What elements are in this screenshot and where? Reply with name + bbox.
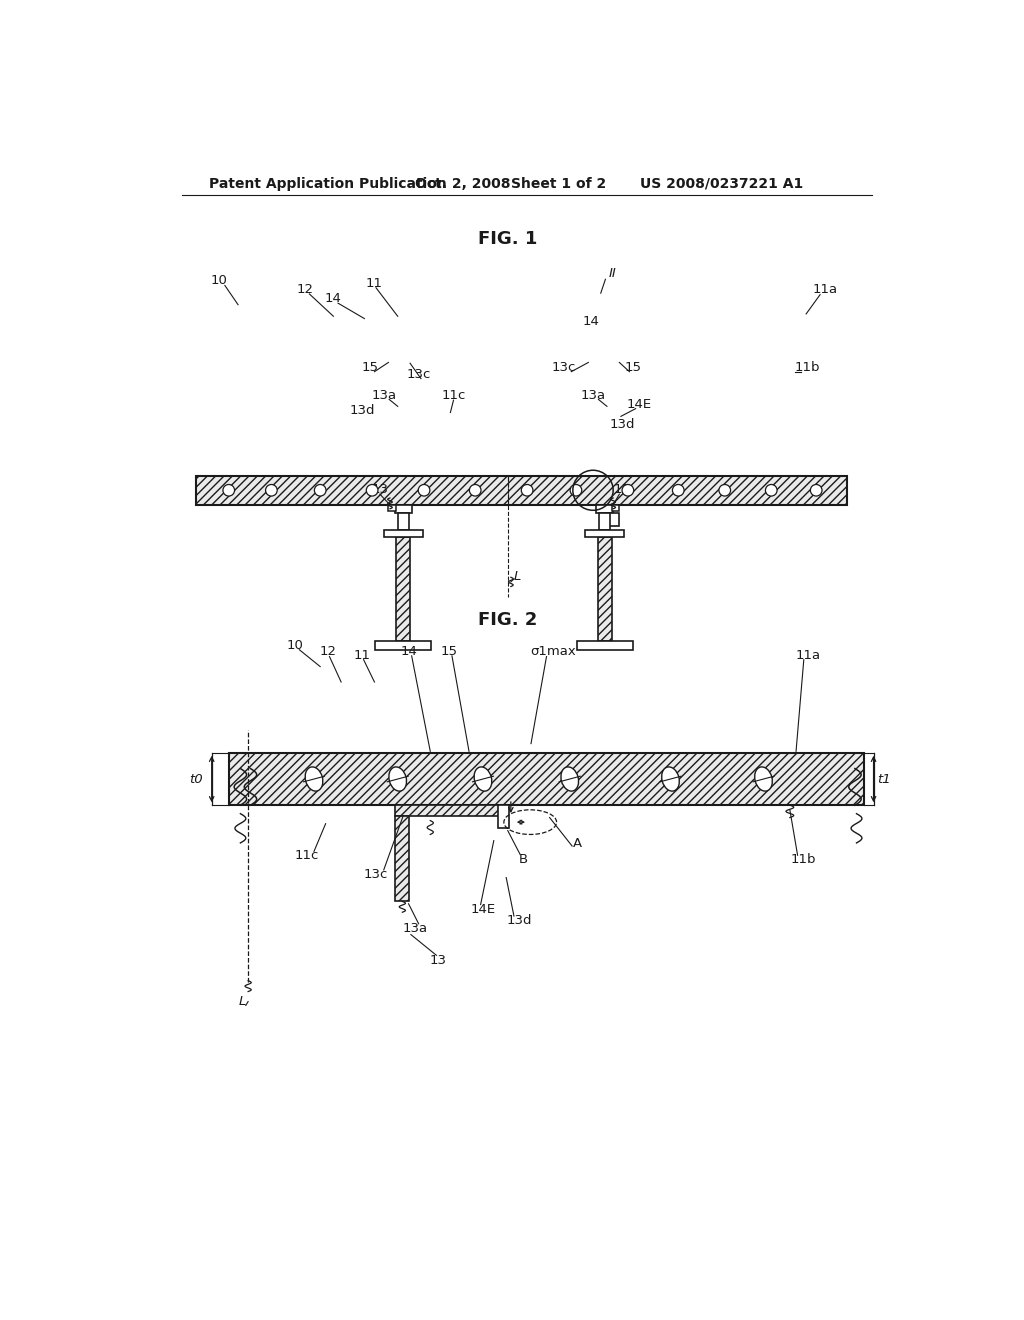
- Text: 12: 12: [296, 282, 313, 296]
- Text: 14: 14: [400, 644, 417, 657]
- Text: FIG. 2: FIG. 2: [478, 611, 538, 630]
- Text: 10: 10: [286, 639, 303, 652]
- Text: B: B: [519, 853, 527, 866]
- Text: 11: 11: [353, 648, 371, 661]
- Text: 12: 12: [319, 644, 337, 657]
- Bar: [598, 537, 611, 642]
- Bar: [577, 642, 633, 651]
- Circle shape: [570, 484, 582, 496]
- Bar: [599, 512, 610, 529]
- Bar: [586, 529, 624, 537]
- Bar: [394, 506, 412, 512]
- Circle shape: [719, 484, 730, 496]
- Text: 15: 15: [625, 362, 642, 375]
- Bar: [395, 805, 508, 816]
- Text: US 2008/0237221 A1: US 2008/0237221 A1: [640, 177, 803, 191]
- Text: 13a: 13a: [402, 921, 427, 935]
- Ellipse shape: [389, 767, 407, 791]
- Circle shape: [622, 484, 634, 496]
- Text: 13d: 13d: [507, 915, 532, 927]
- Text: 14: 14: [583, 315, 600, 329]
- Text: 10: 10: [211, 273, 228, 286]
- Ellipse shape: [662, 767, 679, 791]
- Bar: [611, 506, 620, 511]
- Ellipse shape: [305, 767, 323, 791]
- Text: 13d: 13d: [609, 417, 635, 430]
- Bar: [388, 506, 396, 511]
- Text: 11c: 11c: [294, 849, 318, 862]
- Circle shape: [765, 484, 777, 496]
- Text: A: A: [573, 837, 582, 850]
- Text: II: II: [608, 268, 616, 280]
- Bar: [395, 816, 410, 900]
- Bar: [197, 475, 847, 506]
- Text: FIG. 1: FIG. 1: [478, 230, 538, 248]
- Text: 13: 13: [614, 483, 631, 496]
- Bar: [606, 512, 618, 527]
- Text: 11a: 11a: [813, 282, 838, 296]
- Circle shape: [265, 484, 278, 496]
- Text: Oct. 2, 2008: Oct. 2, 2008: [415, 177, 510, 191]
- Bar: [396, 537, 410, 642]
- Text: 11: 11: [366, 277, 383, 289]
- Text: 13a: 13a: [581, 389, 605, 403]
- Text: t1: t1: [877, 772, 891, 785]
- Text: 15: 15: [440, 644, 458, 657]
- Text: t0: t0: [189, 772, 203, 785]
- Circle shape: [521, 484, 532, 496]
- Circle shape: [367, 484, 378, 496]
- Bar: [228, 752, 864, 805]
- Text: 11b: 11b: [795, 362, 819, 375]
- Text: 13a: 13a: [371, 389, 396, 403]
- Ellipse shape: [561, 767, 579, 791]
- Bar: [397, 512, 409, 529]
- Text: 13: 13: [372, 483, 388, 496]
- Circle shape: [810, 484, 822, 496]
- Circle shape: [418, 484, 430, 496]
- Text: Sheet 1 of 2: Sheet 1 of 2: [511, 177, 606, 191]
- Text: 13c: 13c: [407, 367, 431, 380]
- Text: Patent Application Publication: Patent Application Publication: [209, 177, 447, 191]
- Text: 11b: 11b: [792, 853, 816, 866]
- Circle shape: [314, 484, 326, 496]
- Text: 15: 15: [361, 362, 378, 375]
- Text: L: L: [239, 995, 247, 1008]
- Circle shape: [223, 484, 234, 496]
- Text: 14E: 14E: [470, 903, 496, 916]
- Text: 13: 13: [429, 954, 446, 968]
- Text: 14: 14: [325, 292, 342, 305]
- Bar: [384, 529, 423, 537]
- Circle shape: [469, 484, 481, 496]
- Text: 11a: 11a: [796, 648, 821, 661]
- Bar: [596, 506, 613, 512]
- Ellipse shape: [474, 767, 492, 791]
- Text: 14E: 14E: [627, 399, 652, 412]
- Bar: [499, 805, 509, 829]
- Text: 13c: 13c: [551, 362, 575, 375]
- Text: 11c: 11c: [441, 389, 466, 403]
- Circle shape: [673, 484, 684, 496]
- Text: L: L: [514, 570, 521, 583]
- Text: σ1max: σ1max: [529, 644, 575, 657]
- Text: 13d: 13d: [349, 404, 375, 417]
- Ellipse shape: [755, 767, 772, 791]
- Bar: [375, 642, 431, 651]
- Text: 13c: 13c: [364, 869, 388, 880]
